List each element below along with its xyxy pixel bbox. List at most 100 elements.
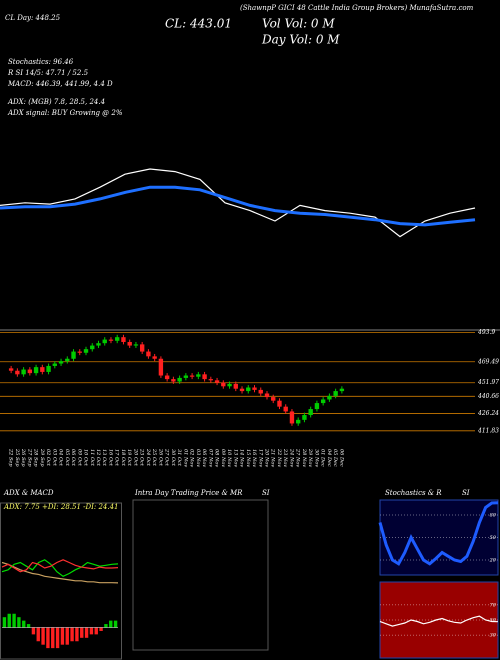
candle-body bbox=[65, 358, 70, 362]
candle-body bbox=[46, 365, 51, 372]
chart-title: (ShawnpP GICI 48 Cattle India Group Brok… bbox=[240, 4, 474, 12]
x-tick-label: 21 Nov bbox=[270, 448, 276, 467]
x-tick-label: 19 Oct bbox=[126, 449, 132, 467]
x-tick-label: 28 Nov bbox=[301, 448, 307, 467]
x-tick-label: 04 Dec bbox=[326, 449, 332, 467]
x-tick-label: 17 Oct bbox=[114, 449, 120, 467]
x-tick-label: 20 Oct bbox=[132, 448, 138, 467]
bar bbox=[31, 627, 36, 635]
bar bbox=[26, 624, 31, 628]
candle-body bbox=[139, 344, 145, 352]
panel-subtitle: SI bbox=[462, 489, 470, 497]
candle-body bbox=[264, 393, 270, 398]
x-tick-label: 22 Sep bbox=[8, 448, 14, 467]
candle-body bbox=[83, 349, 89, 353]
x-tick-label: 07 Nov bbox=[207, 449, 213, 467]
x-tick-label: 13 Oct bbox=[101, 449, 107, 467]
x-tick-label: 09 Nov bbox=[220, 449, 226, 467]
candle-body bbox=[277, 400, 282, 407]
candle-body bbox=[252, 387, 257, 390]
x-tick-label: 30 Nov bbox=[313, 449, 319, 467]
bar bbox=[22, 620, 26, 628]
annotation: CL Day: 448.25 bbox=[5, 14, 61, 22]
series-line bbox=[0, 168, 476, 238]
candle-body bbox=[308, 409, 313, 416]
bar bbox=[36, 627, 40, 642]
bar bbox=[51, 627, 55, 649]
series-line bbox=[1, 559, 119, 577]
x-tick-label: 06 Dec bbox=[338, 449, 344, 467]
candle-body bbox=[202, 374, 207, 380]
panel-subtitle: SI bbox=[262, 489, 270, 497]
bar bbox=[70, 627, 74, 642]
x-tick-label: 06 Oct bbox=[70, 449, 76, 467]
y-tick-label: 440.66 bbox=[477, 393, 499, 400]
annotation: Vol Vol: 0 M bbox=[262, 17, 335, 31]
candle-body bbox=[15, 370, 20, 375]
annotation: CL: 443.01 bbox=[165, 17, 232, 31]
candle-body bbox=[296, 419, 301, 424]
series-line bbox=[1, 561, 119, 584]
y-tick-label: 30 bbox=[490, 633, 497, 639]
candle-body bbox=[227, 383, 232, 387]
candle-body bbox=[283, 406, 288, 412]
series-line bbox=[379, 615, 499, 627]
x-tick-label: 26 Sep bbox=[20, 448, 26, 467]
x-tick-label: 23 Oct bbox=[139, 448, 145, 467]
x-tick-label: 04 Oct bbox=[58, 449, 64, 467]
bar bbox=[104, 624, 108, 628]
y-tick-label: 50 bbox=[490, 618, 497, 624]
candle-body bbox=[58, 361, 64, 364]
panel-title: Stochastics & R bbox=[385, 489, 442, 497]
panel-background bbox=[379, 581, 499, 659]
bar bbox=[80, 627, 84, 638]
candle-body bbox=[289, 411, 295, 424]
bar bbox=[41, 627, 45, 645]
candle-body bbox=[171, 379, 176, 382]
x-tick-label: 24 Nov bbox=[288, 448, 294, 467]
x-tick-label: 05 Oct bbox=[64, 449, 70, 467]
x-tick-label: 22 Nov bbox=[276, 448, 282, 467]
x-tick-label: 17 Nov bbox=[257, 449, 263, 467]
y-tick-label: 80 bbox=[490, 513, 497, 519]
series-line bbox=[0, 185, 476, 227]
y-tick-label: 469.49 bbox=[477, 358, 499, 365]
x-tick-label: 16 Oct bbox=[107, 449, 113, 467]
bar bbox=[113, 620, 118, 628]
candle-body bbox=[115, 337, 120, 341]
bar bbox=[7, 613, 11, 628]
x-tick-label: 13 Nov bbox=[232, 449, 238, 467]
candle-body bbox=[27, 369, 33, 374]
x-tick-label: 23 Nov bbox=[282, 448, 288, 467]
bar bbox=[12, 613, 16, 628]
candle-body bbox=[152, 356, 157, 359]
x-tick-label: 25 Sep bbox=[14, 448, 20, 467]
series-line bbox=[378, 501, 499, 566]
x-tick-label: 31 Oct bbox=[176, 449, 182, 467]
x-tick-label: 27 Nov bbox=[295, 448, 301, 467]
x-tick-label: 06 Nov bbox=[201, 449, 207, 467]
x-tick-label: 18 Oct bbox=[120, 449, 126, 467]
panel-title: ADX & MACD bbox=[3, 489, 54, 497]
annotation: MACD: 446.39, 441.99, 4.4 D bbox=[7, 80, 113, 88]
y-tick-label: 493.9 bbox=[477, 329, 495, 336]
panel-title: Intra Day Trading Price & MR bbox=[134, 489, 243, 497]
bar bbox=[2, 617, 7, 628]
x-tick-label: 03 Nov bbox=[195, 449, 201, 467]
bar bbox=[84, 627, 89, 638]
x-tick-label: 20 Nov bbox=[263, 448, 269, 467]
x-tick-label: 16 Nov bbox=[251, 449, 257, 467]
x-tick-label: 30 Oct bbox=[170, 449, 176, 467]
bar bbox=[75, 627, 79, 642]
x-tick-label: 10 Oct bbox=[83, 449, 89, 467]
x-tick-label: 12 Oct bbox=[95, 449, 101, 467]
candle-body bbox=[189, 375, 195, 377]
panel-frame bbox=[0, 502, 122, 660]
y-tick-label: 426.24 bbox=[477, 410, 499, 417]
annotation: Day Vol: 0 M bbox=[261, 33, 340, 47]
candle-body bbox=[21, 369, 26, 375]
candle-body bbox=[102, 339, 107, 344]
x-tick-label: 25 Oct bbox=[151, 448, 157, 467]
candle-body bbox=[90, 345, 95, 350]
x-tick-label: 14 Nov bbox=[239, 449, 245, 467]
